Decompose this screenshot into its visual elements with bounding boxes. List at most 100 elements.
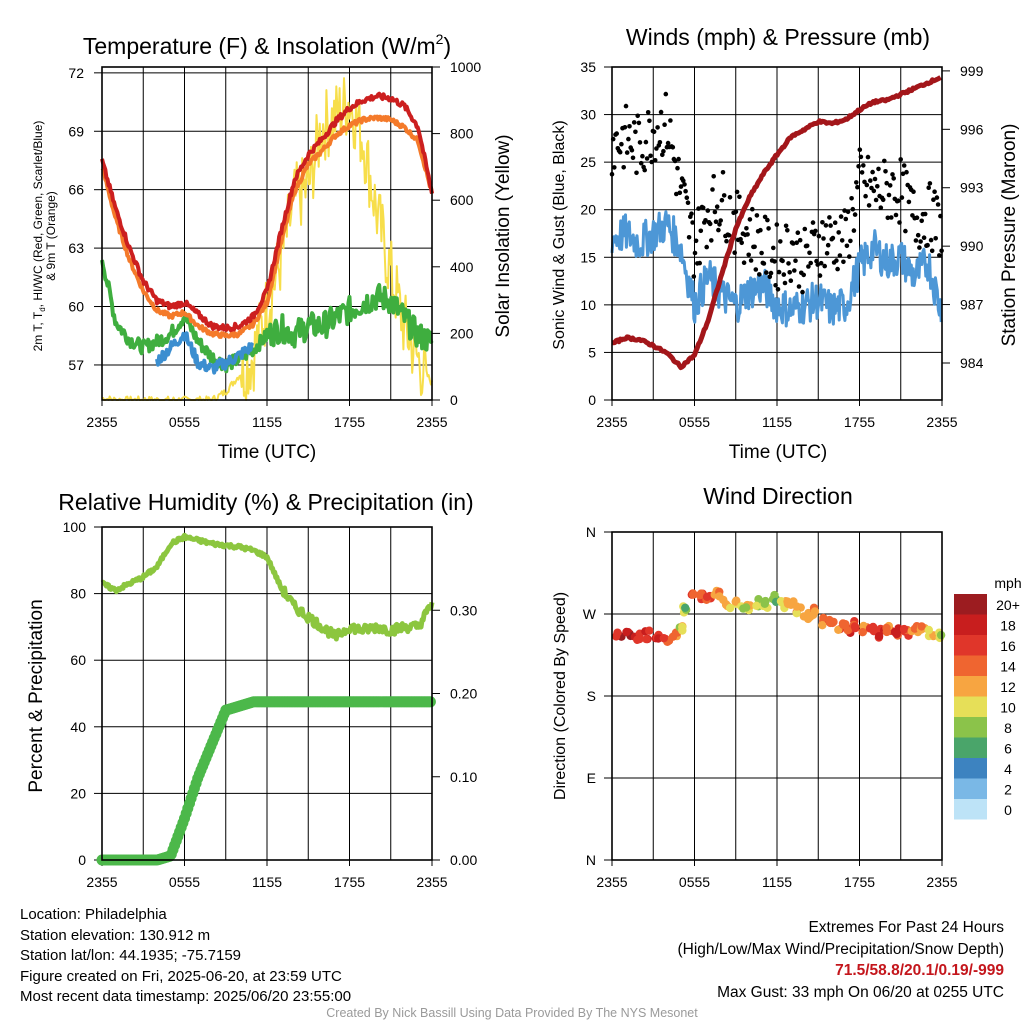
gust-point [901, 163, 907, 168]
y-tick-label: 57 [68, 357, 84, 373]
legend-label: 8 [1004, 720, 1012, 736]
gust-point [825, 242, 831, 248]
gust-point [710, 187, 715, 192]
gust-point [820, 220, 825, 225]
gust-point [906, 199, 912, 205]
gust-point [927, 181, 933, 186]
elevation-text: Station elevation: 130.912 m [20, 926, 211, 944]
gust-point [619, 141, 624, 147]
x-tick-label: 1155 [762, 874, 792, 890]
gust-point [814, 258, 819, 264]
gust-point [917, 245, 922, 250]
temp-xlabel: Time (UTC) [218, 442, 317, 463]
gust-point [655, 125, 660, 130]
y2-tick-label: 0.10 [450, 769, 477, 785]
x-tick-label: 0555 [679, 414, 710, 430]
gust-point [778, 239, 783, 244]
direction-point [678, 622, 687, 632]
gust-point [697, 260, 702, 266]
gust-point [872, 176, 878, 182]
gust-point [851, 228, 857, 233]
gust-point [903, 228, 908, 234]
gust-point [815, 262, 820, 267]
legend-label: 20+ [996, 597, 1020, 613]
gust-point [693, 238, 699, 244]
x-tick-label: 2355 [86, 874, 117, 890]
gust-point [823, 223, 829, 228]
x-tick-label: 0555 [169, 874, 200, 890]
series-rh [100, 532, 435, 642]
panel-humidity: 2355 0555 1155 1755 23550204060801000.000.10… [63, 519, 478, 890]
x-tick-label: 1755 [334, 874, 365, 890]
direction-point [622, 627, 631, 637]
gust-point [790, 241, 796, 246]
gust-point [637, 140, 643, 145]
gust-point [893, 212, 899, 218]
gust-point [933, 236, 938, 241]
gust-point [844, 243, 850, 249]
gust-point [935, 202, 941, 207]
gust-point [642, 167, 647, 173]
gust-point [633, 129, 638, 135]
y-tick-label: 63 [68, 240, 84, 256]
gust-point [786, 261, 791, 266]
gust-point [762, 214, 768, 220]
gust-point [634, 170, 639, 176]
y-tick-label: 35 [580, 59, 596, 75]
gust-point [733, 209, 739, 215]
y2-tick-label: 0 [450, 392, 458, 408]
gust-point [737, 194, 742, 200]
gust-point [800, 289, 805, 295]
x-tick-label: 2355 [596, 414, 627, 430]
gust-point [801, 272, 806, 278]
gust-point [810, 220, 816, 225]
winds-panel-title: Winds (mph) & Pressure (mb) [626, 24, 930, 50]
y2-tick-label: 999 [960, 63, 984, 79]
x-tick-label: 2355 [596, 874, 627, 890]
gust-point [896, 198, 901, 203]
x-tick-label: 2355 [926, 874, 957, 890]
legend-swatch [954, 696, 987, 717]
gust-point [847, 254, 852, 259]
gust-point [617, 149, 623, 155]
y-tick-label: 20 [70, 785, 86, 801]
gust-point [761, 261, 767, 266]
panel-wind-direction: 2355 0555 1155 1755 2355NESWN20+181614121086… [583, 524, 1020, 890]
gust-point [845, 209, 851, 215]
direction-point [899, 624, 909, 634]
gust-point [899, 195, 905, 200]
y2-tick-label: 800 [450, 126, 474, 142]
y2-tick-label: 1000 [450, 59, 481, 75]
gust-point [649, 159, 654, 165]
direction-point [681, 603, 690, 612]
gust-point [854, 180, 859, 185]
precip-point [424, 696, 436, 708]
gust-point [918, 239, 923, 244]
gust-point [651, 129, 657, 135]
gust-point [926, 185, 931, 190]
gust-point [640, 153, 645, 159]
gust-point [746, 252, 751, 258]
legend-swatch [954, 614, 987, 635]
series-t9m [100, 114, 434, 339]
x-tick-label: 2355 [416, 874, 447, 890]
gust-point [624, 150, 630, 155]
gust-point [889, 215, 894, 220]
gust-point [783, 223, 789, 229]
legend-swatch [954, 655, 987, 676]
gust-point [856, 164, 861, 169]
legend-swatch [954, 737, 987, 758]
plot-frame [101, 526, 433, 861]
x-tick-label: 1155 [252, 414, 282, 430]
gust-point [875, 184, 880, 189]
temp-title-sup: 2 [436, 31, 444, 47]
y-tick-label: 80 [70, 586, 86, 602]
gust-point [834, 258, 839, 263]
legend-swatch [954, 799, 987, 820]
y-tick-label: N [586, 852, 596, 868]
gust-point [623, 103, 629, 109]
direction-point [776, 597, 786, 606]
gust-point [635, 113, 640, 119]
gust-point [878, 205, 884, 210]
